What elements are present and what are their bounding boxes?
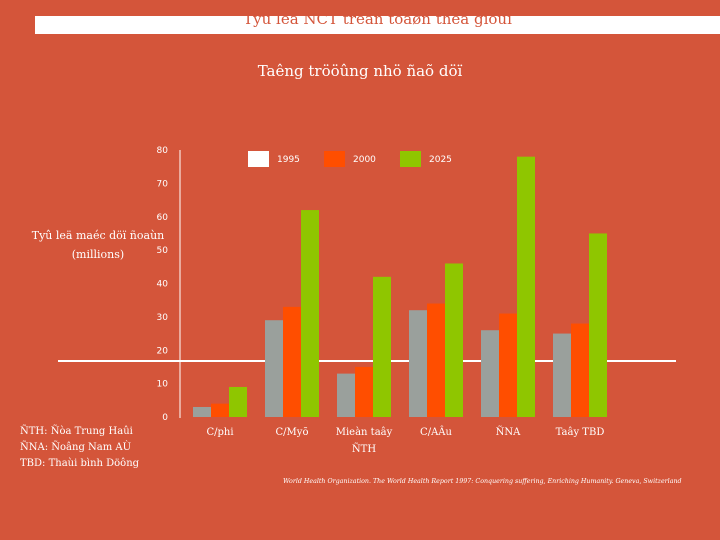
source-citation: World Health Organization. The World Hea… [283,478,682,485]
legend-swatch-1995 [248,151,269,167]
title-clip: Tyû leä NCT treân toaøn theá giôùi [35,16,720,34]
chart-subtitle: Taêng trööûng nhö ñaõ döï [257,62,463,80]
bar-2025 [517,156,535,418]
abbreviation-item: TBD: Thaùi bình Döông [20,458,140,469]
chart-title: Tyû leä NCT treân toaøn theá giôùi [243,16,512,28]
y-tick-label: 40 [157,280,169,290]
x-category-label-line2: ÑTH [352,443,376,455]
y-axis-label-line2: (millions) [71,248,125,261]
y-tick-label: 10 [157,380,169,390]
bar-1995 [193,406,211,417]
x-category-label: Taây TBD [556,427,605,438]
x-category-label: C/Myõ [276,427,309,438]
bar-1995 [409,310,427,417]
abbreviation-item: ÑTH: Ñòa Trung Haûi [20,426,133,437]
bar-2025 [373,276,391,417]
x-category-label: Mieàn taây [336,427,393,438]
bar-1995 [337,373,355,417]
bar-1995 [481,330,499,417]
legend-label-1995: 1995 [277,155,300,165]
y-tick-label: 80 [157,146,169,156]
bar-2000 [211,403,229,417]
y-axis-label: Tyû leä maéc döï ñoaùn (millions) [28,226,168,264]
y-tick-label: 30 [157,313,169,323]
x-category-label: ÑNA [496,426,522,438]
bar-2000 [499,313,517,417]
y-tick-label: 60 [157,213,169,223]
bar-2000 [571,323,589,417]
y-tick-label: 20 [157,346,169,356]
bar-2025 [589,233,607,417]
title-panel [35,16,720,34]
bar-1995 [553,333,571,417]
y-tick-label: 0 [162,413,168,423]
bar-2000 [355,366,373,417]
y-axis-label-line1: Tyû leä maéc döï ñoaùn [31,229,165,242]
legend-swatch-2000 [324,151,345,167]
legend-label-2025: 2025 [429,155,452,165]
y-tick-label: 70 [157,179,169,189]
y-tick-label: 50 [157,246,169,256]
bar-2025 [445,263,463,417]
x-category-label: C/phi [206,427,233,438]
x-category-label: C/AÂu [420,426,452,438]
legend-swatch-2025 [400,151,421,167]
bar-2000 [427,303,445,417]
bar-2000 [283,306,301,417]
bar-2025 [301,210,319,417]
abbreviation-item: ÑNA: Ñoâng Nam AÙ [20,442,132,453]
bar-2025 [229,386,247,417]
legend-label-2000: 2000 [353,155,376,165]
top-band [0,0,720,16]
bar-1995 [265,320,283,417]
abbreviation-list: ÑTH: Ñòa Trung Haûi ÑNA: Ñoâng Nam AÙ TB… [20,424,139,472]
